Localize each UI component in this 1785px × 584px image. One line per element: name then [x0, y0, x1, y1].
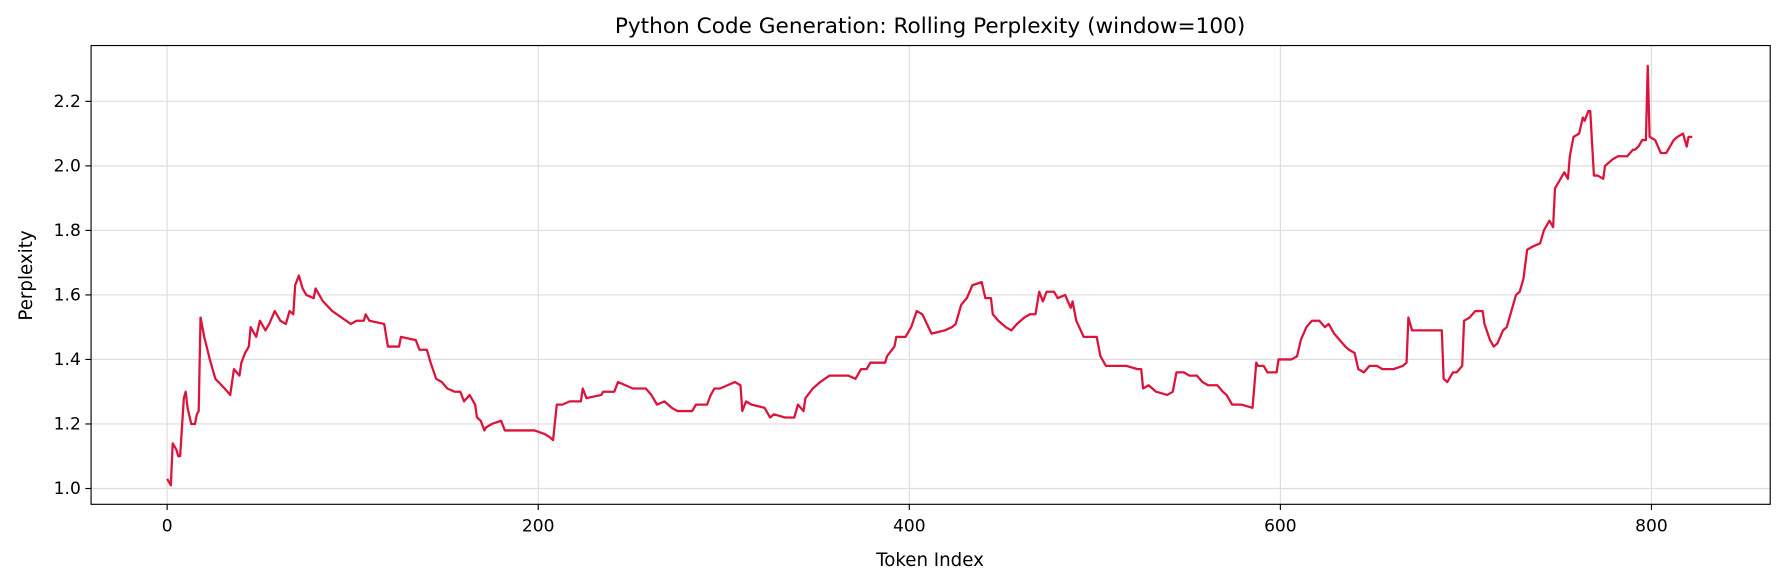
x-tick-label: 200: [522, 517, 555, 537]
y-tick-label: 1.0: [54, 479, 81, 499]
chart-title: Python Code Generation: Rolling Perplexi…: [615, 14, 1245, 39]
x-tick-label: 600: [1264, 517, 1297, 537]
data-line: [166, 64, 1693, 487]
y-tick-label: 1.8: [54, 221, 81, 241]
y-tick-label: 1.6: [54, 286, 81, 306]
y-tick-label: 1.4: [54, 350, 81, 370]
x-tick-label: 0: [162, 517, 173, 537]
x-tick-label: 800: [1635, 517, 1668, 537]
y-axis-label: Perplexity: [16, 230, 37, 320]
x-tick-label: 400: [893, 517, 926, 537]
x-axis-label: Token Index: [875, 550, 984, 571]
y-tick-label: 2.2: [54, 92, 81, 112]
y-tick-label: 2.0: [54, 157, 81, 177]
y-tick-label: 1.2: [54, 415, 81, 435]
plot-frame: [90, 44, 1771, 505]
